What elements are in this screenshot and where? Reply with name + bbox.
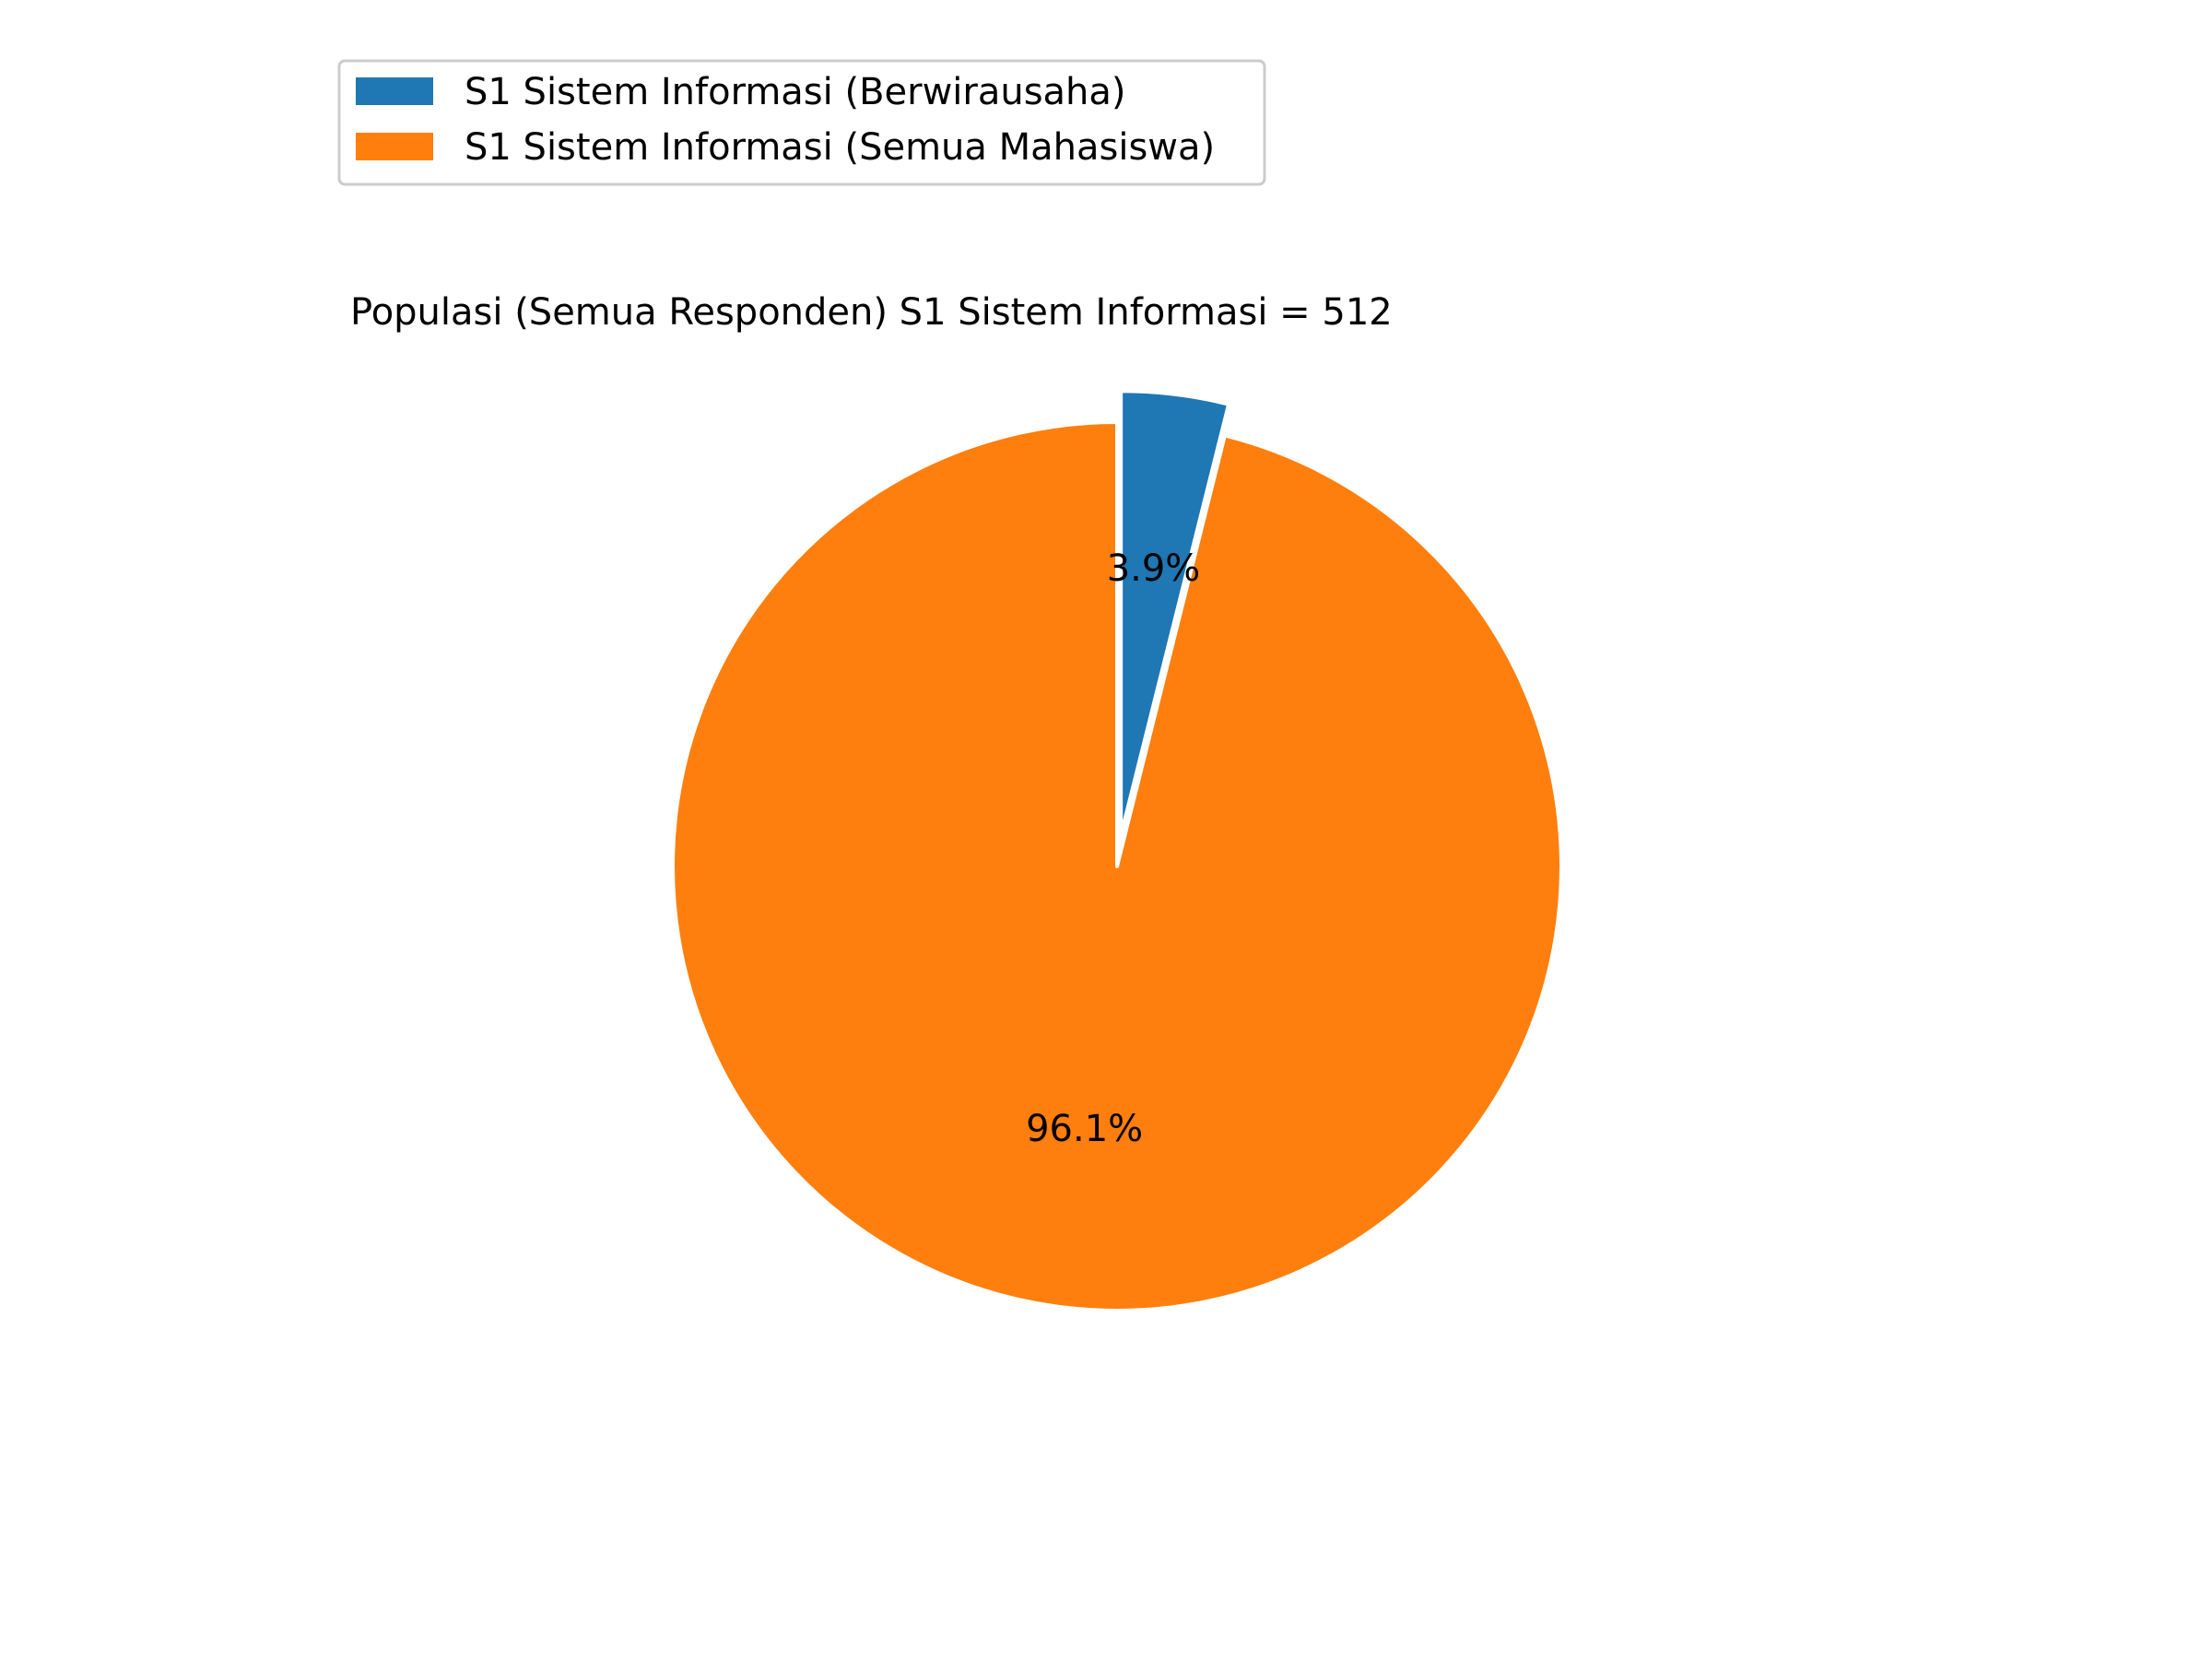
chart-legend: S1 Sistem Informasi (Berwirausaha) S1 Sis… — [337, 59, 1266, 186]
slice-percent-label: 96.1% — [1026, 1108, 1143, 1150]
pie-slice — [1119, 389, 1231, 838]
pie-slice-labels: 3.9% 96.1% — [1026, 547, 1200, 1150]
legend-label: S1 Sistem Informasi (Berwirausaha) — [465, 71, 1126, 113]
legend-label: S1 Sistem Informasi (Semua Mahasiswa) — [465, 126, 1215, 169]
chart-title: Populasi (Semua Responden) S1 Sistem Inf… — [350, 291, 1393, 334]
pie-slice — [671, 420, 1563, 1312]
legend-frame — [337, 59, 1266, 186]
legend-swatch — [356, 133, 433, 160]
slice-percent-label: 3.9% — [1107, 547, 1201, 590]
pie-slices — [671, 389, 1563, 1312]
legend-swatch — [356, 77, 433, 105]
